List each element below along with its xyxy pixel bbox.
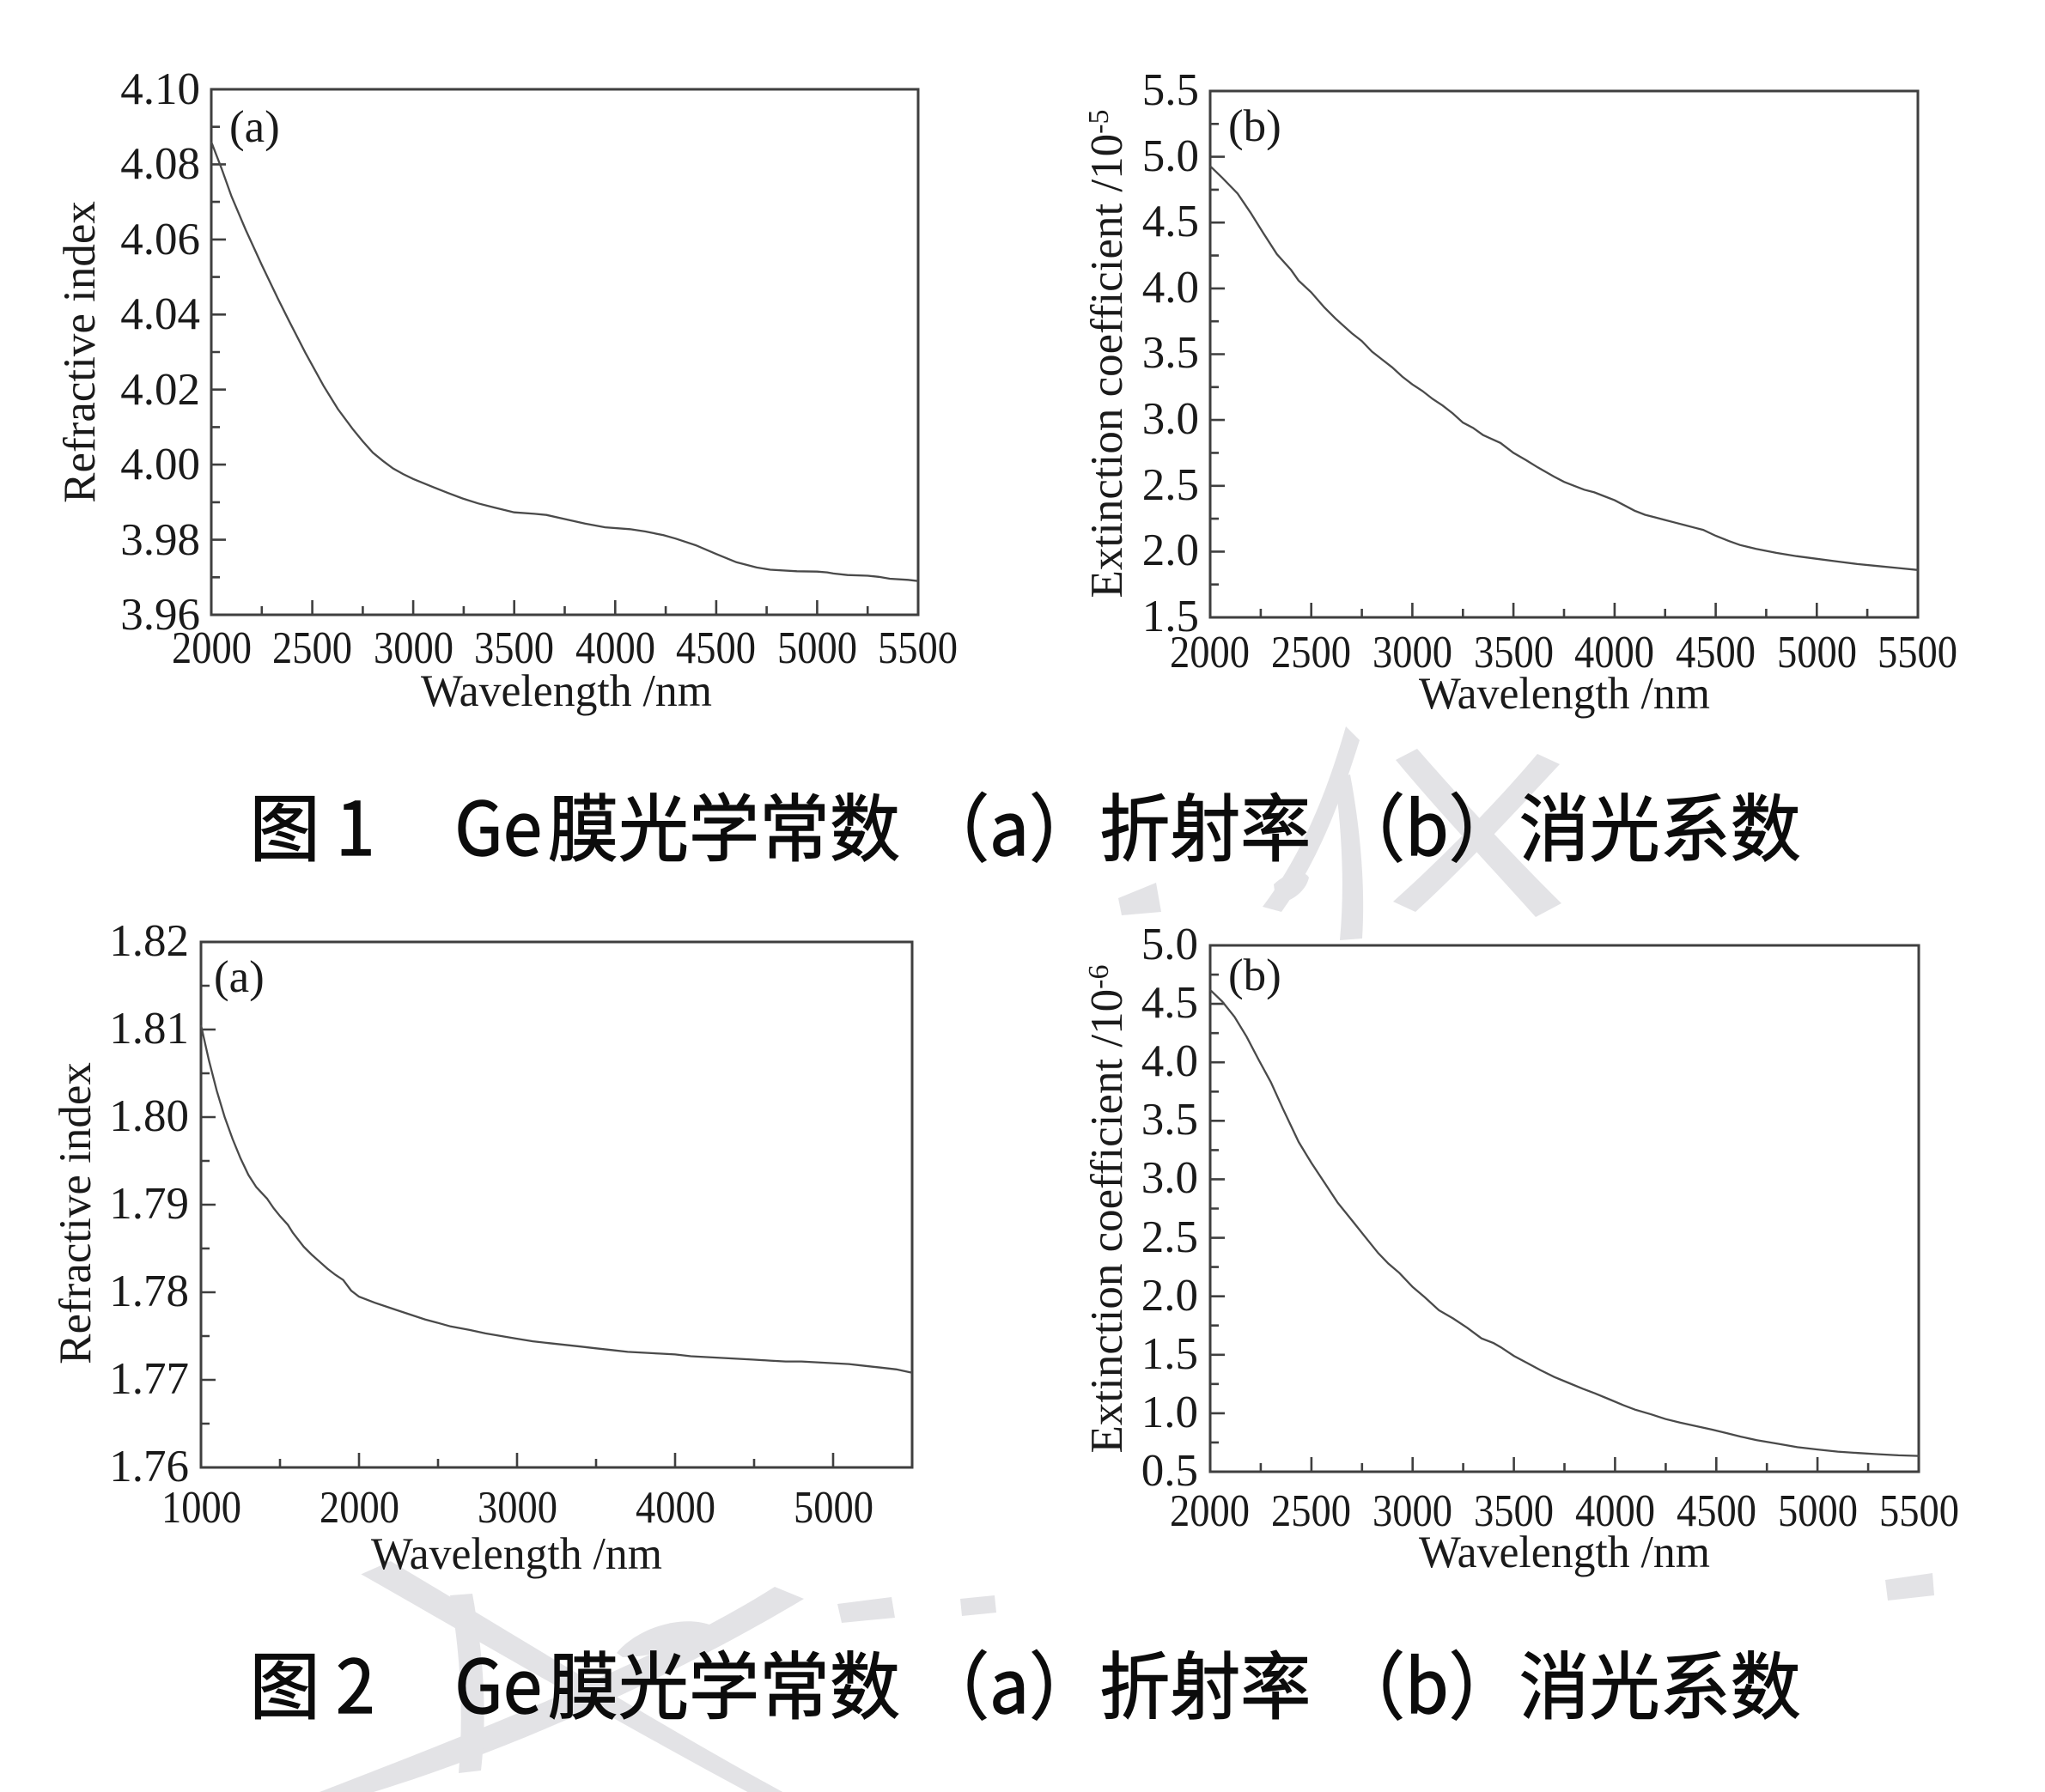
svg-text:Extinction coefficient /10-5: Extinction coefficient /10-5	[1082, 110, 1132, 598]
svg-text:Refractive index: Refractive index	[51, 1062, 100, 1364]
svg-text:Refractive index: Refractive index	[55, 201, 105, 503]
svg-text:Wavelength /nm: Wavelength /nm	[421, 666, 712, 716]
svg-text:5.5: 5.5	[1142, 65, 1199, 115]
svg-text:5.0: 5.0	[1141, 920, 1198, 969]
svg-text:Wavelength /nm: Wavelength /nm	[371, 1529, 662, 1579]
svg-text:4.06: 4.06	[120, 215, 200, 264]
svg-text:(b): (b)	[1228, 951, 1281, 1000]
svg-text:3500: 3500	[1474, 628, 1554, 677]
svg-text:4.10: 4.10	[120, 64, 200, 114]
svg-text:5000: 5000	[1777, 628, 1857, 677]
svg-text:4.0: 4.0	[1141, 1036, 1198, 1086]
svg-text:1.77: 1.77	[109, 1354, 189, 1404]
svg-text:4.08: 4.08	[120, 139, 200, 189]
svg-text:4.02: 4.02	[120, 365, 200, 415]
svg-text:2500: 2500	[1271, 1486, 1351, 1536]
svg-text:2000: 2000	[320, 1483, 399, 1533]
svg-text:1.82: 1.82	[109, 916, 189, 966]
svg-text:1.78: 1.78	[109, 1267, 189, 1316]
svg-text:0.5: 0.5	[1141, 1446, 1198, 1496]
svg-text:4500: 4500	[1676, 628, 1756, 677]
svg-text:4.04: 4.04	[120, 289, 200, 339]
svg-text:5000: 5000	[1778, 1486, 1858, 1536]
svg-text:Wavelength /nm: Wavelength /nm	[1419, 669, 1710, 719]
svg-text:3.5: 3.5	[1142, 328, 1199, 378]
svg-text:1.5: 1.5	[1141, 1329, 1198, 1379]
svg-text:4000: 4000	[1574, 628, 1654, 677]
svg-text:3.98: 3.98	[120, 515, 200, 565]
svg-text:2.0: 2.0	[1141, 1271, 1198, 1321]
svg-text:5500: 5500	[878, 623, 958, 673]
svg-text:3.0: 3.0	[1141, 1153, 1198, 1203]
svg-text:2500: 2500	[1271, 628, 1351, 677]
svg-text:4500: 4500	[676, 623, 756, 673]
svg-text:5500: 5500	[1878, 628, 1957, 677]
svg-text:1.79: 1.79	[109, 1179, 189, 1229]
svg-text:2000: 2000	[1170, 1486, 1250, 1536]
svg-text:1.0: 1.0	[1141, 1388, 1198, 1437]
svg-text:2500: 2500	[272, 623, 352, 673]
svg-text:5000: 5000	[777, 623, 857, 673]
svg-text:(a): (a)	[214, 952, 265, 1002]
svg-text:5500: 5500	[1879, 1486, 1959, 1536]
svg-text:Extinction coefficient /10-6: Extinction coefficient /10-6	[1082, 965, 1132, 1454]
svg-text:5000: 5000	[794, 1483, 873, 1533]
svg-text:1.81: 1.81	[109, 1004, 189, 1054]
svg-text:2000: 2000	[1170, 628, 1250, 677]
svg-text:3.0: 3.0	[1142, 394, 1199, 444]
svg-text:3.5: 3.5	[1141, 1095, 1198, 1145]
svg-text:4000: 4000	[1575, 1486, 1655, 1536]
svg-text:4000: 4000	[575, 623, 655, 673]
svg-text:4.5: 4.5	[1142, 197, 1199, 246]
svg-text:1000: 1000	[161, 1483, 241, 1533]
svg-text:4500: 4500	[1677, 1486, 1756, 1536]
svg-text:2.0: 2.0	[1142, 525, 1199, 575]
svg-text:2000: 2000	[172, 623, 252, 673]
svg-text:3000: 3000	[1372, 628, 1452, 677]
svg-text:3500: 3500	[1474, 1486, 1554, 1536]
svg-text:2.5: 2.5	[1141, 1212, 1198, 1262]
svg-text:1.5: 1.5	[1142, 592, 1199, 641]
svg-text:(a): (a)	[229, 102, 280, 152]
svg-text:4.5: 4.5	[1141, 978, 1198, 1028]
svg-text:5.0: 5.0	[1142, 131, 1199, 181]
svg-text:2.5: 2.5	[1142, 460, 1199, 510]
svg-text:3000: 3000	[478, 1483, 557, 1533]
svg-text:4.0: 4.0	[1142, 263, 1199, 313]
svg-text:(b): (b)	[1228, 101, 1281, 151]
svg-text:4.00: 4.00	[120, 440, 200, 489]
svg-text:3.96: 3.96	[120, 590, 200, 640]
svg-text:1.76: 1.76	[109, 1442, 189, 1491]
svg-text:Wavelength /nm: Wavelength /nm	[1419, 1528, 1710, 1577]
svg-text:4000: 4000	[636, 1483, 715, 1533]
svg-text:1.80: 1.80	[109, 1091, 189, 1141]
svg-text:3000: 3000	[1372, 1486, 1452, 1536]
svg-text:3500: 3500	[474, 623, 554, 673]
svg-text:3000: 3000	[374, 623, 453, 673]
